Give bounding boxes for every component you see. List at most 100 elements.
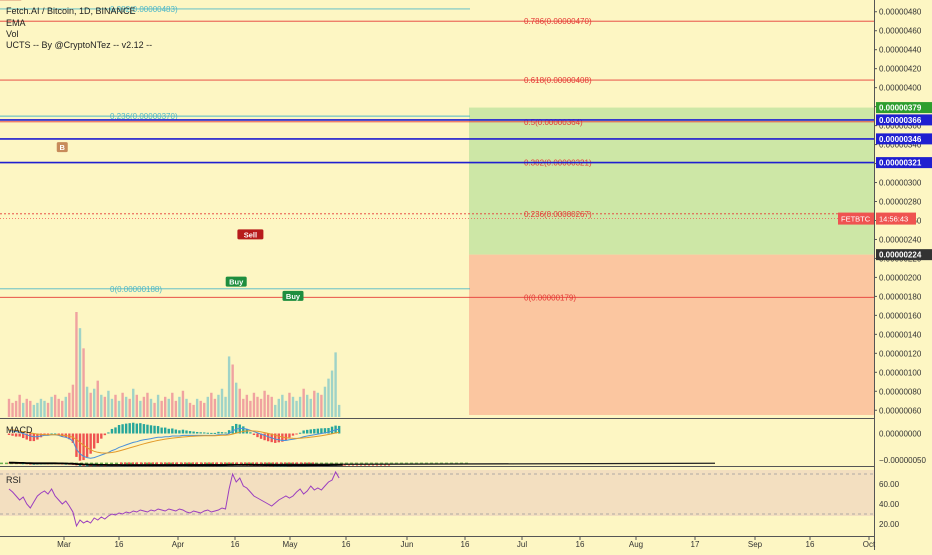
- volume-bar: [61, 401, 63, 417]
- volume-bar: [260, 399, 262, 417]
- macd-hist-bar: [75, 434, 77, 457]
- volume-bar: [256, 397, 258, 417]
- fib-level-label: 0.236(0.00000267): [524, 210, 592, 219]
- macd-hist-bar: [136, 424, 138, 434]
- macd-hist-bar: [207, 433, 209, 434]
- loss-zone: [469, 255, 874, 415]
- volume-bar: [143, 397, 145, 417]
- macd-hist-bar: [224, 432, 226, 433]
- volume-bar: [224, 397, 226, 417]
- price-tag-label: 0.00000379: [879, 104, 922, 113]
- volume-bar: [153, 403, 155, 417]
- volume-bar: [203, 403, 205, 417]
- volume-bar: [114, 395, 116, 417]
- time-tick-label: Jun: [401, 540, 414, 549]
- price-tick-label: 0.00000440: [879, 46, 922, 55]
- fib-level-label: 0.786(0.00000470): [524, 17, 592, 26]
- macd-hist-bar: [231, 426, 233, 433]
- macd-hist-bar: [192, 432, 194, 434]
- volume-bar: [235, 383, 237, 417]
- volume-bar: [86, 387, 88, 417]
- volume-bar: [313, 391, 315, 417]
- time-tick-label: 16: [576, 540, 585, 549]
- macd-tick-label: 0.00000000: [879, 430, 922, 439]
- volume-bar: [310, 399, 312, 417]
- macd-legend[interactable]: MACD: [6, 425, 33, 436]
- macd-hist-bar: [203, 432, 205, 433]
- macd-hist-bar: [125, 424, 127, 434]
- macd-hist-bar: [114, 427, 116, 433]
- macd-hist-bar: [86, 434, 88, 458]
- volume-bar: [239, 389, 241, 417]
- volume-bar: [40, 399, 42, 417]
- macd-hist-bar: [292, 434, 294, 436]
- symbol-tag-label: FETBTC: [841, 215, 871, 224]
- macd-hist-bar: [139, 423, 141, 433]
- volume-bar: [89, 393, 91, 417]
- volume-bar: [132, 389, 134, 417]
- volume-bar: [338, 405, 340, 417]
- macd-hist-bar: [253, 434, 255, 436]
- position-zone-layer: [469, 108, 874, 415]
- rsi-tick-label: 60.00: [879, 480, 900, 489]
- volume-bar: [175, 401, 177, 417]
- price-tick-label: 0.00000160: [879, 311, 922, 320]
- macd-hist-bar: [310, 429, 312, 433]
- time-tick-label: 16: [231, 540, 240, 549]
- symbol-title[interactable]: Fetch.AI / Bitcoin, 1D, BINANCE: [6, 6, 136, 17]
- volume-bar: [139, 401, 141, 417]
- volume-bar: [164, 397, 166, 417]
- volume-bar: [200, 401, 202, 417]
- macd-hist-bar: [129, 423, 131, 433]
- price-tick-label: 0.00000060: [879, 406, 922, 415]
- macd-hist-bar: [153, 426, 155, 434]
- volume-bar: [288, 393, 290, 417]
- macd-hist-bar: [100, 434, 102, 439]
- macd-hist-bar: [185, 430, 187, 433]
- volume-bar: [43, 401, 45, 417]
- macd-hist-bar: [79, 434, 81, 461]
- ema-legend[interactable]: EMA: [6, 18, 26, 29]
- macd-hist-bar: [320, 428, 322, 433]
- volume-bar: [18, 395, 20, 417]
- volume-bar: [317, 393, 319, 417]
- macd-hist-bar: [150, 425, 152, 433]
- volume-bar: [33, 405, 35, 417]
- macd-hist-bar: [285, 434, 287, 441]
- volume-bar: [79, 328, 81, 417]
- macd-hist-bar: [299, 433, 301, 434]
- price-tick-label: 0.00000280: [879, 198, 922, 207]
- volume-bar: [11, 403, 13, 417]
- rsi-legend[interactable]: RSI: [6, 475, 21, 486]
- macd-hist-bar: [107, 432, 109, 433]
- price-tick-label: 0.00000140: [879, 330, 922, 339]
- time-tick-label: 17: [691, 540, 700, 549]
- volume-legend[interactable]: Vol: [6, 29, 19, 40]
- volume-bar: [217, 395, 219, 417]
- macd-hist-bar: [242, 426, 244, 433]
- macd-hist-bar: [93, 434, 95, 449]
- time-tick-label: Sep: [748, 540, 763, 549]
- volume-bar: [253, 393, 255, 417]
- macd-hist-bar: [160, 428, 162, 434]
- macd-hist-bar: [288, 434, 290, 438]
- signal-label: Buy: [286, 292, 301, 301]
- price-tick-label: 0.00000420: [879, 65, 922, 74]
- volume-bar: [302, 389, 304, 417]
- volume-bar: [214, 399, 216, 417]
- volume-bar: [26, 399, 28, 417]
- volume-bar: [331, 371, 333, 417]
- macd-hist-bar: [214, 433, 216, 434]
- ucts-legend[interactable]: UCTS -- By @CryptoNTez -- v2.12 --: [6, 40, 152, 51]
- macd-hist-bar: [164, 428, 166, 434]
- time-tick-label: Jul: [517, 540, 527, 549]
- volume-bar: [168, 399, 170, 417]
- volume-bar: [274, 405, 276, 417]
- macd-hist-bar: [263, 434, 265, 441]
- volume-bar: [285, 401, 287, 417]
- volume-bar: [249, 401, 251, 417]
- volume-bar: [192, 405, 194, 417]
- macd-hist-bar: [121, 424, 123, 433]
